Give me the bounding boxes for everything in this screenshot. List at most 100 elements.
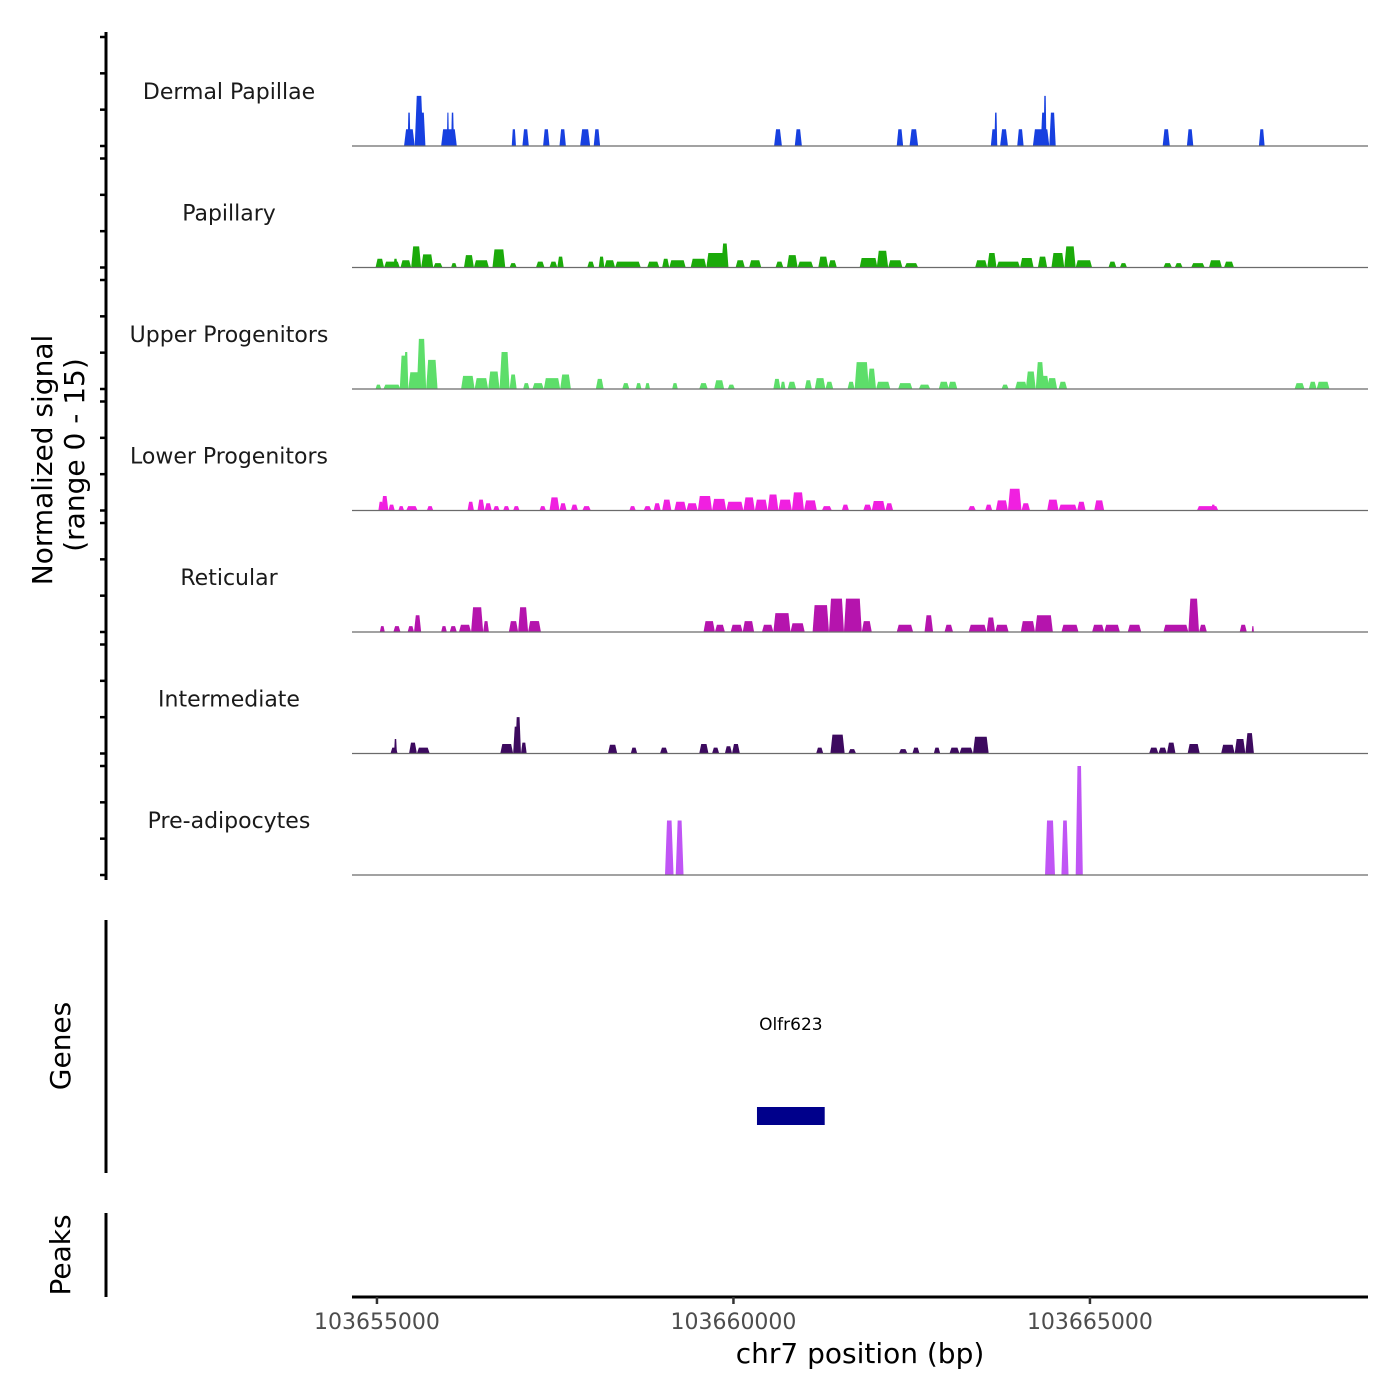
signal-segment (664, 820, 674, 875)
signal-segment (821, 506, 832, 511)
signal-segment (549, 261, 558, 268)
signal-segment (714, 624, 725, 632)
y-axis-title: Normalized signal (26, 335, 59, 586)
signal-segment (714, 380, 725, 389)
signal-segment (1020, 621, 1036, 632)
signal-segment (1308, 381, 1317, 389)
signal-segment (1058, 381, 1068, 389)
signal-segment (1149, 747, 1159, 754)
signal-segment (557, 256, 564, 268)
signal-segment (986, 617, 996, 632)
signal-segment (843, 598, 862, 632)
signal-segment (400, 260, 412, 268)
signal-segment (773, 613, 791, 632)
track-lower-progenitors: Lower Progenitors (130, 445, 1368, 512)
signal-segment (995, 624, 1009, 632)
signal-segment (973, 736, 989, 754)
signal-segment (560, 374, 571, 389)
signal-segment (488, 371, 500, 389)
signal-segment (767, 494, 779, 511)
signal-segment (1025, 371, 1036, 389)
signal-segment (383, 384, 401, 389)
signal-segment (513, 506, 520, 511)
x-tick-label: 103660000 (670, 1310, 796, 1335)
track-intermediate: Intermediate (158, 688, 1368, 755)
signal-segment (483, 621, 489, 632)
signal-segment (791, 492, 805, 511)
signal-segment (509, 263, 517, 268)
signal-segment (449, 626, 457, 632)
gene-label: Olfr623 (759, 1015, 823, 1035)
signal-segment (863, 504, 872, 511)
signal-segment (1108, 261, 1117, 268)
signal-segment (463, 255, 474, 268)
signal-segment (959, 747, 974, 754)
signal-segment (724, 746, 733, 754)
signal-segment (697, 495, 713, 511)
signal-segment (968, 506, 976, 511)
signal-segment (888, 260, 903, 268)
signal-segment (398, 506, 405, 511)
signal-segment (918, 384, 931, 389)
signal-segment (828, 260, 837, 268)
signal-segment (703, 621, 715, 632)
signal-segment (473, 260, 489, 268)
signal-segment (686, 503, 698, 511)
signal-segment (787, 381, 797, 389)
signal-segment (859, 258, 878, 268)
signal-segment (987, 252, 997, 268)
track-label: Lower Progenitors (130, 445, 328, 470)
signal-segment (898, 383, 913, 389)
signal-segment (523, 383, 530, 389)
signal-segment (726, 501, 744, 511)
track-label: Papillary (182, 202, 276, 227)
track-reticular: Reticular (180, 566, 1368, 633)
signal-segment (467, 501, 474, 511)
signal-segment (500, 744, 514, 754)
signal-segment (896, 129, 904, 146)
signal-segment (1199, 624, 1207, 632)
signal-segment (876, 381, 891, 389)
x-tick-label: 103655000 (314, 1310, 440, 1335)
signal-segment (416, 338, 427, 389)
signal-segment (381, 495, 389, 511)
signal-segment (1058, 504, 1078, 511)
signal-segment (1245, 733, 1254, 754)
signal-segment (529, 621, 541, 632)
signal-segment (535, 261, 545, 268)
track-label: Reticular (180, 566, 278, 591)
signal-segment (1188, 598, 1200, 632)
signal-segment (630, 747, 638, 754)
y-axis-title-sub: (range 0 - 15) (58, 358, 91, 552)
signal-segment (598, 256, 605, 268)
signal-segment (669, 260, 686, 268)
signal-segment (1186, 129, 1194, 146)
signal-segment (414, 615, 422, 632)
signal-segment (896, 624, 914, 632)
signal-segment (735, 260, 745, 268)
signal-segment (549, 497, 560, 511)
signal-segment (1162, 129, 1170, 146)
signal-segment (543, 378, 561, 389)
signal-segment (406, 506, 418, 511)
signal-segment (968, 624, 987, 632)
signal-segment (593, 129, 601, 146)
track-label: Pre-adipocytes (148, 809, 311, 834)
signal-segment (828, 598, 844, 632)
signal-segment (743, 497, 755, 511)
signal-segment (1064, 246, 1076, 268)
signal-segment (582, 506, 591, 511)
peaks-track-label: Peaks (44, 1214, 77, 1295)
x-axis-title: chr7 position (bp) (736, 1337, 985, 1370)
signal-segment (1000, 129, 1008, 146)
track-dermal-papillae: Dermal Papillae (143, 80, 1368, 147)
signal-segment (471, 607, 484, 632)
signal-segment (1163, 624, 1189, 632)
signal-segment (539, 506, 546, 511)
y-axis-title-line2: (range 0 - 15) (58, 358, 91, 552)
signal-segment (426, 359, 438, 389)
signal-segment (522, 129, 529, 146)
signal-segment (433, 263, 443, 268)
signal-segment (1251, 626, 1254, 632)
signal-segment (825, 381, 834, 389)
